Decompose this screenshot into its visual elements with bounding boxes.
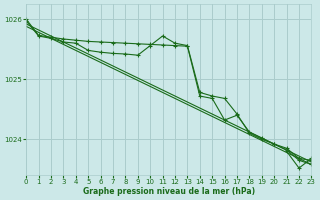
X-axis label: Graphe pression niveau de la mer (hPa): Graphe pression niveau de la mer (hPa) — [83, 187, 255, 196]
